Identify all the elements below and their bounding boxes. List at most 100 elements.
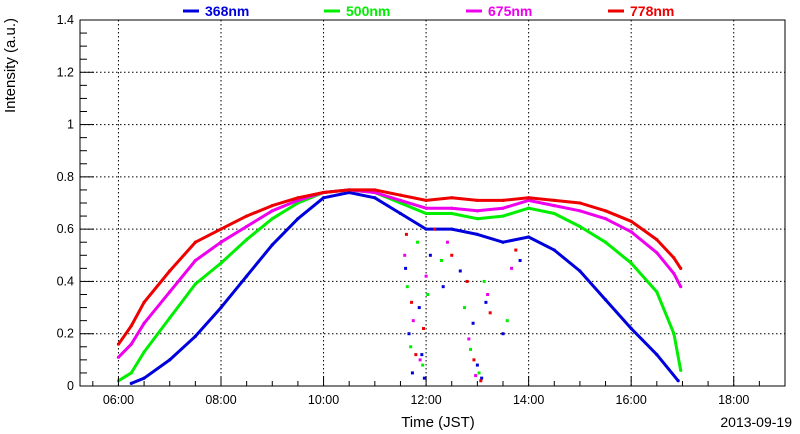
scatter-point [409, 345, 413, 349]
data-point [450, 206, 454, 210]
scatter-point [505, 319, 509, 323]
data-point [655, 353, 659, 357]
scatter-point [405, 285, 409, 289]
data-point [552, 204, 556, 208]
scatter-point [484, 300, 488, 304]
data-point [193, 240, 197, 244]
data-point [142, 321, 146, 325]
data-point [270, 243, 274, 247]
scatter-point [475, 363, 479, 367]
legend-label-675nm: 675nm [488, 3, 532, 19]
scatter-point [416, 240, 420, 244]
data-point [475, 217, 479, 221]
data-point [629, 261, 633, 265]
data-point [475, 232, 479, 236]
scatter-point [411, 319, 415, 323]
data-point [347, 190, 351, 195]
scatter-point [514, 248, 518, 252]
scatter-point [439, 259, 443, 263]
data-point [129, 381, 133, 385]
x-tick-label: 14:00 [513, 393, 544, 407]
data-point [321, 196, 326, 200]
scatter-point [445, 240, 449, 244]
y-tick-label: 0.4 [57, 274, 74, 288]
series-line-368nm [130, 191, 680, 385]
scatter-point [433, 227, 437, 231]
y-tick-label: 0 [67, 379, 74, 393]
scatter-point [424, 274, 428, 278]
scatter-point [417, 306, 421, 310]
data-point [679, 266, 683, 270]
data-point [672, 256, 676, 260]
y-tick-label: 1 [67, 118, 74, 132]
scatter-point [458, 269, 462, 273]
data-point [245, 224, 249, 229]
data-point [655, 290, 659, 294]
scatter-point [474, 374, 478, 378]
data-point [219, 261, 223, 265]
data-point [373, 196, 377, 200]
scatter-point [480, 376, 484, 380]
data-point [527, 206, 531, 210]
data-point [655, 251, 659, 255]
data-point [193, 282, 197, 286]
data-point [475, 209, 479, 213]
data-point [398, 211, 403, 216]
data-point [219, 227, 223, 231]
data-point [655, 238, 659, 242]
data-point [676, 379, 680, 383]
x-tick-label: 12:00 [410, 393, 441, 407]
data-point [527, 198, 531, 202]
scatter-point [482, 279, 486, 283]
data-point [116, 355, 121, 359]
scatter-point [510, 266, 514, 270]
data-point [270, 204, 274, 208]
scatter-point [418, 358, 422, 362]
plot-frame [79, 19, 786, 387]
data-point [424, 227, 428, 231]
data-point [475, 198, 479, 202]
series-line-675nm [117, 188, 683, 359]
data-point [629, 219, 633, 223]
scatter-point [472, 358, 476, 362]
x-axis-title: Time (JST) [401, 414, 475, 431]
scatter-point [410, 300, 414, 304]
scatter-point [441, 285, 445, 289]
data-point [245, 214, 249, 218]
axes: 06:00 08:00 10:00 12:00 14:00 16:00 18:00 0 0.2 0… [57, 13, 786, 407]
data-point [168, 316, 172, 320]
data-point [373, 188, 377, 192]
data-point [578, 209, 582, 213]
date-label: 2013-09-19 [720, 414, 792, 430]
data-point [578, 224, 582, 229]
scatter-point [426, 293, 430, 296]
scatter-point [428, 253, 432, 257]
data-point [193, 334, 197, 338]
data-point [129, 342, 133, 346]
scatter-point [488, 311, 492, 315]
data-point [672, 332, 676, 336]
data-point [129, 371, 133, 375]
data-point [603, 217, 608, 221]
data-point [245, 274, 249, 278]
legend-label-368nm: 368nm [205, 3, 249, 19]
data-point [603, 209, 608, 213]
x-tick-label: 18:00 [718, 393, 749, 407]
scatter-point [420, 353, 424, 357]
data-point [193, 258, 197, 263]
data-point [552, 248, 556, 252]
scatter-point [407, 332, 411, 336]
y-tick-label: 0.6 [57, 222, 74, 236]
scatter-point [404, 232, 408, 236]
y-tick-label: 1.4 [57, 13, 74, 27]
data-point [672, 271, 676, 276]
scatter-point [422, 376, 426, 380]
y-tick-label: 0.8 [57, 170, 74, 184]
data-point [424, 198, 428, 202]
data-point [142, 376, 146, 380]
scatter-point [479, 379, 483, 383]
x-tick-label: 10:00 [308, 393, 339, 407]
data-point [578, 201, 582, 205]
data-point [398, 198, 403, 202]
